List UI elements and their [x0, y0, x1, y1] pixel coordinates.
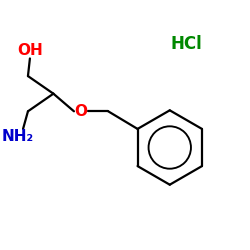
Text: OH: OH [17, 43, 43, 58]
Text: NH₂: NH₂ [2, 129, 34, 144]
Text: HCl: HCl [170, 35, 202, 53]
Text: O: O [74, 104, 87, 119]
